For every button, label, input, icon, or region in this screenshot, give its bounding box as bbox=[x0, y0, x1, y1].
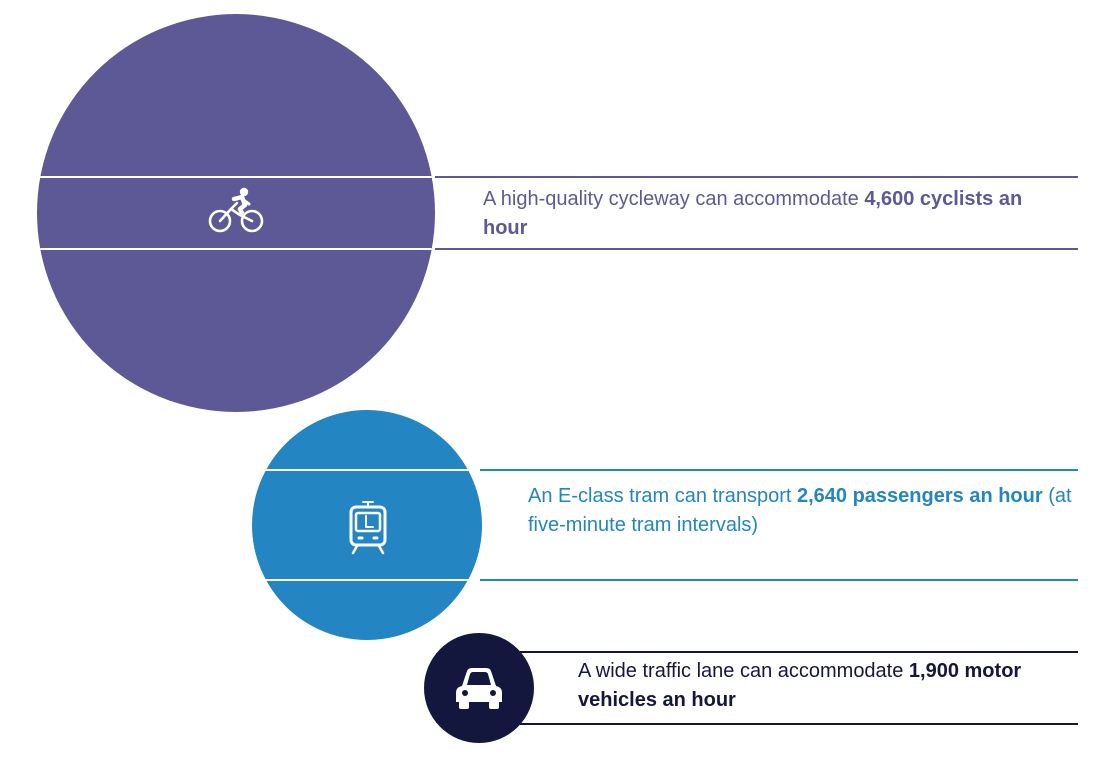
tram-caption-suffix: (at five-minute tram intervals) bbox=[528, 485, 1072, 536]
car-icon bbox=[456, 668, 502, 709]
tram-capacity: 2,640 passengers an hour bbox=[796, 485, 1043, 507]
traffic-lane-rule-top bbox=[520, 651, 1078, 653]
traffic-lane-capacity: 1,900 motor vehicles an hour bbox=[578, 660, 1022, 711]
bicycle-icon bbox=[208, 187, 264, 233]
tram-icon bbox=[349, 501, 387, 555]
traffic-lane-caption: A wide traffic lane can accommodate 1,90… bbox=[578, 657, 1048, 715]
cycleway-caption: A high-quality cycleway can accommodate … bbox=[483, 185, 1043, 243]
cycleway-capacity: 4,600 cyclists an hour bbox=[483, 188, 1023, 239]
cycleway-caption-text: A high-quality cycleway can accommodate bbox=[483, 188, 865, 210]
traffic-lane-rule-bottom bbox=[520, 723, 1078, 725]
tram-band-bottom bbox=[252, 579, 482, 581]
cycleway-band-top bbox=[37, 176, 435, 178]
cycleway-rule-bottom bbox=[435, 248, 1078, 250]
tram-caption-text: An E-class tram can transport bbox=[528, 485, 797, 507]
tram-rule-bottom bbox=[480, 579, 1078, 581]
cycleway-rule-top bbox=[435, 176, 1078, 178]
tram-caption: An E-class tram can transport 2,640 pass… bbox=[528, 482, 1073, 540]
tram-band-top bbox=[252, 469, 482, 471]
tram-rule-top bbox=[480, 469, 1078, 471]
cycleway-band-bottom bbox=[37, 248, 435, 250]
traffic-lane-caption-text: A wide traffic lane can accommodate bbox=[578, 660, 909, 682]
